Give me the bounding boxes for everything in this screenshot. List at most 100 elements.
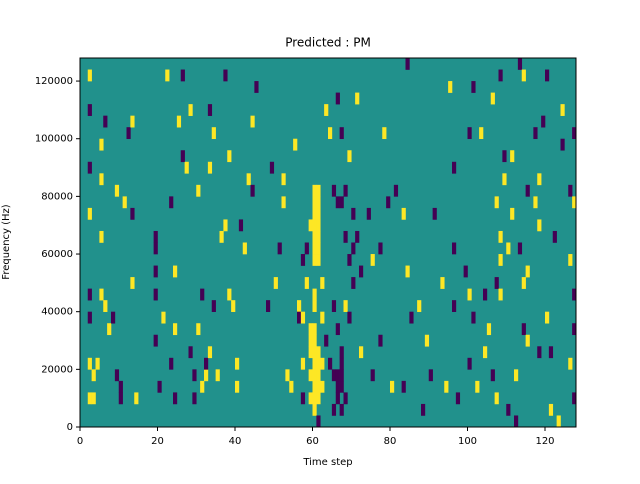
heatmap-cell xyxy=(300,311,306,324)
heatmap-cell xyxy=(273,277,278,289)
heatmap-cell xyxy=(316,184,321,197)
heatmap-cell xyxy=(378,242,383,255)
heatmap-cell xyxy=(87,161,92,174)
heatmap-cell xyxy=(281,173,286,186)
y-tick-label: 120000 xyxy=(35,76,73,87)
x-tick-label: 20 xyxy=(151,436,164,447)
heatmap-cell xyxy=(494,196,499,209)
heatmap-cell xyxy=(339,380,344,393)
heatmap-cell xyxy=(99,173,104,186)
heatmap-cell xyxy=(572,196,577,209)
heatmap-cell xyxy=(568,184,573,197)
heatmap-cell xyxy=(331,403,337,416)
heatmap-cell xyxy=(525,265,530,278)
heatmap-cell xyxy=(238,219,244,232)
x-tick-label: 0 xyxy=(77,436,83,447)
heatmap-cell xyxy=(165,69,170,82)
heatmap-cell xyxy=(169,357,174,370)
heatmap-cell xyxy=(312,392,317,405)
heatmap-cell xyxy=(359,346,364,359)
heatmap-cell xyxy=(254,81,259,93)
heatmap-cell xyxy=(300,357,306,370)
heatmap-cell xyxy=(99,138,104,151)
heatmap-cell xyxy=(300,392,306,405)
heatmap-cell xyxy=(401,207,406,220)
heatmap-cell xyxy=(118,380,123,393)
heatmap-cell xyxy=(87,311,92,324)
x-axis-label: Time step xyxy=(302,457,352,468)
heatmap-cell xyxy=(266,300,271,312)
heatmap-cell xyxy=(99,288,104,301)
heatmap-cell xyxy=(188,104,193,116)
heatmap-cell xyxy=(312,380,317,393)
heatmap-cell xyxy=(246,173,251,186)
x-tick-label: 60 xyxy=(306,436,319,447)
heatmap-cell xyxy=(517,242,523,255)
heatmap-cell xyxy=(87,357,92,370)
heatmap-cell xyxy=(99,230,104,243)
heatmap-cell xyxy=(521,69,526,82)
heatmap-cell xyxy=(227,150,232,163)
heatmap-cell xyxy=(153,265,158,278)
heatmap-cell xyxy=(339,196,344,209)
heatmap-cell xyxy=(335,392,340,405)
heatmap-cell xyxy=(316,207,321,220)
heatmap-cell xyxy=(572,288,577,301)
heatmap-cell xyxy=(347,254,352,266)
heatmap-cell xyxy=(103,115,108,128)
heatmap-cell xyxy=(463,265,468,278)
heatmap-cell xyxy=(331,184,337,197)
x-tick-label: 120 xyxy=(535,436,554,447)
heatmap-cell xyxy=(277,242,282,255)
heatmap-cell xyxy=(339,357,344,370)
heatmap-cell xyxy=(103,300,108,312)
heatmap-cell xyxy=(192,392,197,405)
heatmap-cell xyxy=(91,392,96,405)
heatmap-cell xyxy=(335,196,340,209)
heatmap-cell xyxy=(200,380,205,393)
heatmap-cell xyxy=(87,392,92,405)
x-tick-label: 40 xyxy=(229,436,242,447)
heatmap-cell xyxy=(300,254,306,266)
heatmap-cell xyxy=(502,173,507,186)
y-tick-label: 100000 xyxy=(35,134,73,145)
heatmap-cell xyxy=(297,300,302,312)
heatmap-cell xyxy=(525,334,530,347)
heatmap-cell xyxy=(347,150,352,163)
heatmap-cell xyxy=(405,265,410,278)
heatmap-cell xyxy=(188,346,193,359)
heatmap-cell xyxy=(169,196,174,209)
heatmap-cell xyxy=(308,369,313,382)
heatmap-cell xyxy=(568,254,573,266)
heatmap-cell xyxy=(95,357,100,370)
heatmap-cell xyxy=(242,242,247,255)
heatmap-cell xyxy=(122,196,127,209)
chart-title: Predicted : PM xyxy=(285,36,371,50)
y-tick-label: 80000 xyxy=(41,191,73,202)
heatmap-cell xyxy=(475,380,480,393)
heatmap-cell xyxy=(215,369,220,382)
heatmap-cell xyxy=(250,115,255,128)
heatmap-cell xyxy=(211,300,216,312)
heatmap-cell xyxy=(316,380,321,393)
heatmap-cell xyxy=(173,392,178,405)
heatmap-cell xyxy=(91,369,96,382)
x-tick-label: 100 xyxy=(458,436,477,447)
heatmap-cell xyxy=(192,369,197,382)
heatmap-cell xyxy=(118,392,123,405)
heatmap-cell xyxy=(312,254,317,266)
heatmap-cell xyxy=(351,277,356,289)
heatmap-cell xyxy=(157,380,162,393)
heatmap-cell xyxy=(479,127,484,140)
heatmap-cell xyxy=(87,69,92,82)
heatmap-cell xyxy=(494,392,499,405)
heatmap-cell xyxy=(494,277,499,289)
heatmap-cell xyxy=(312,219,317,232)
heatmap-cell xyxy=(339,346,344,359)
heatmap-cell xyxy=(211,127,216,140)
heatmap-cell xyxy=(572,392,577,405)
heatmap-cell xyxy=(250,184,255,197)
heatmap-cell xyxy=(537,173,542,186)
heatmap-cell xyxy=(324,334,329,347)
